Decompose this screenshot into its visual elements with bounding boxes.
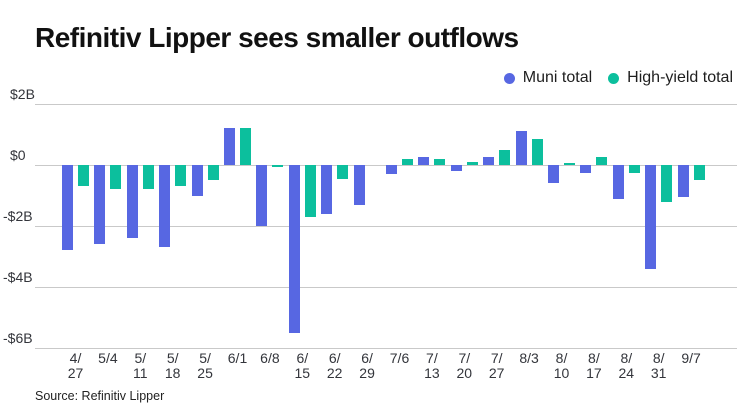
high-yield-bar-6/22 <box>337 165 349 179</box>
legend-item-muni: Muni total <box>503 69 593 87</box>
x-axis-tick-label-7/20: 7/20 <box>456 350 473 381</box>
gridline <box>35 348 737 349</box>
x-axis-tick-label-6/22: 6/22 <box>326 350 343 381</box>
muni-bar-5/25 <box>191 165 203 196</box>
muni-bar-5/11 <box>126 165 138 239</box>
x-axis-tick-label-7/13: 7/13 <box>424 350 440 381</box>
high-yield-bar-5/4 <box>110 165 122 190</box>
high-yield-bar-8/10 <box>564 163 575 165</box>
muni-bar-8/31 <box>645 165 657 269</box>
high-yield-bar-7/27 <box>499 149 511 165</box>
x-axis-tick-label-9/7: 9/7 <box>681 350 701 366</box>
legend: Muni total High-yield total <box>503 69 733 87</box>
x-axis-tick-label-4/27: 4/27 <box>67 350 84 381</box>
high-yield-bar-8/17 <box>596 157 608 165</box>
muni-bar-8/3 <box>515 131 527 165</box>
x-axis-tick-label-8/3: 8/3 <box>519 350 539 366</box>
gridline <box>35 104 737 105</box>
x-axis-tick-label-7/6: 7/6 <box>389 350 410 366</box>
muni-bar-5/18 <box>159 165 171 248</box>
muni-bar-5/4 <box>94 165 106 245</box>
legend-label: High-yield total <box>627 69 733 86</box>
muni-bar-7/27 <box>483 157 495 165</box>
x-axis-tick-label-8/17: 8/17 <box>586 350 602 381</box>
muni-bar-8/10 <box>548 165 559 184</box>
high-yield-bar-5/25 <box>207 165 219 181</box>
high-yield-bar-9/7 <box>693 165 705 181</box>
muni-bar-7/13 <box>418 157 430 165</box>
gridline <box>35 226 737 227</box>
muni-bar-6/29 <box>353 165 365 205</box>
x-axis-tick-label-8/24: 8/24 <box>618 350 635 381</box>
legend-item-high-yield: High-yield total <box>608 69 733 87</box>
x-axis-tick-label-6/15: 6/15 <box>294 350 311 381</box>
x-axis-tick-label-5/4: 5/4 <box>98 350 118 366</box>
muni-bar-6/15 <box>288 165 300 333</box>
y-axis-tick-label: -$6B <box>3 330 33 346</box>
y-axis-tick-label: $0 <box>10 147 26 163</box>
muni-bar-7/20 <box>450 165 462 172</box>
muni-bar-8/17 <box>580 165 592 173</box>
high-yield-bar-7/6 <box>402 158 413 165</box>
high-yield-bar-6/1 <box>240 128 251 165</box>
high-yield-bar-7/13 <box>434 158 446 165</box>
high-yield-bar-5/18 <box>175 165 187 187</box>
high-yield-bar-8/24 <box>628 165 640 173</box>
legend-label: Muni total <box>522 69 593 86</box>
x-axis-tick-label-5/25: 5/25 <box>197 350 213 381</box>
source-note: Source: Refinitiv Lipper <box>35 389 165 403</box>
x-axis-tick-label-8/10: 8/10 <box>553 350 570 381</box>
legend-dot-icon <box>608 72 620 84</box>
x-axis-tick-label-7/27: 7/27 <box>488 350 505 381</box>
y-axis-tick-label: -$2B <box>3 208 33 224</box>
muni-bar-6/22 <box>321 165 333 214</box>
muni-bar-6/8 <box>256 165 268 226</box>
muni-bar-6/1 <box>224 128 235 165</box>
x-axis-tick-label-6/8: 6/8 <box>260 350 280 366</box>
x-axis-tick-label-5/18: 5/18 <box>164 350 181 381</box>
high-yield-bar-4/27 <box>78 165 89 187</box>
gridline <box>35 287 737 288</box>
muni-bar-9/7 <box>677 165 689 198</box>
high-yield-bar-8/31 <box>661 165 673 202</box>
x-axis-tick-label-5/11: 5/11 <box>133 350 148 381</box>
x-axis-tick-label-8/31: 8/31 <box>650 350 667 381</box>
high-yield-bar-6/8 <box>272 165 284 167</box>
chart-title: Refinitiv Lipper sees smaller outflows <box>35 22 519 53</box>
high-yield-bar-8/3 <box>531 139 543 165</box>
x-axis-tick-label-6/1: 6/1 <box>227 350 248 366</box>
y-axis-tick-label: $2B <box>10 86 35 102</box>
high-yield-bar-7/20 <box>466 161 478 165</box>
muni-bar-4/27 <box>62 165 73 251</box>
high-yield-bar-6/15 <box>304 165 316 217</box>
muni-bar-8/24 <box>612 165 624 199</box>
muni-bar-7/6 <box>386 165 397 175</box>
x-axis-tick-label-6/29: 6/29 <box>359 350 375 381</box>
high-yield-bar-5/11 <box>142 165 154 190</box>
y-axis-tick-label: -$4B <box>3 269 33 285</box>
legend-dot-icon <box>503 72 515 84</box>
